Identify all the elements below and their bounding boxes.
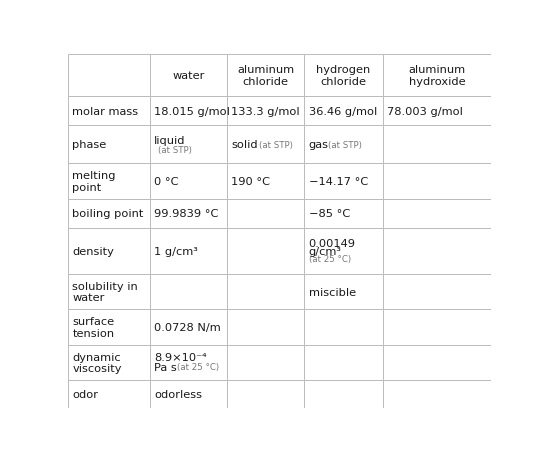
Bar <box>383 126 491 164</box>
Bar <box>68 228 150 274</box>
Bar <box>150 309 227 345</box>
Bar <box>383 164 491 199</box>
Bar <box>304 55 383 97</box>
Bar <box>68 199 150 228</box>
Bar <box>383 199 491 228</box>
Text: water: water <box>172 71 205 81</box>
Text: 18.015 g/mol: 18.015 g/mol <box>154 106 230 116</box>
Bar <box>383 97 491 126</box>
Text: 78.003 g/mol: 78.003 g/mol <box>387 106 463 116</box>
Bar <box>150 199 227 228</box>
Text: (at STP): (at STP) <box>328 140 361 149</box>
Text: dynamic
viscosity: dynamic viscosity <box>73 352 122 373</box>
Bar <box>150 380 227 409</box>
Text: density: density <box>73 246 114 256</box>
Text: 36.46 g/mol: 36.46 g/mol <box>308 106 377 116</box>
Text: aluminum
hydroxide: aluminum hydroxide <box>408 65 466 87</box>
Bar <box>68 380 150 409</box>
Bar <box>304 228 383 274</box>
Bar <box>227 199 304 228</box>
Text: liquid: liquid <box>154 135 186 145</box>
Bar <box>304 199 383 228</box>
Bar <box>150 274 227 309</box>
Bar <box>227 274 304 309</box>
Bar <box>304 126 383 164</box>
Bar <box>68 126 150 164</box>
Bar <box>68 97 150 126</box>
Text: gas: gas <box>308 140 329 150</box>
Bar <box>304 309 383 345</box>
Bar <box>304 274 383 309</box>
Bar <box>383 380 491 409</box>
Text: solubility in
water: solubility in water <box>73 281 138 302</box>
Bar <box>227 55 304 97</box>
Bar <box>227 164 304 199</box>
Text: odorless: odorless <box>154 389 202 399</box>
Text: (at 25 °C): (at 25 °C) <box>308 255 351 263</box>
Text: 133.3 g/mol: 133.3 g/mol <box>231 106 300 116</box>
Bar <box>150 345 227 380</box>
Bar <box>304 345 383 380</box>
Bar <box>227 380 304 409</box>
Bar <box>150 55 227 97</box>
Text: −14.17 °C: −14.17 °C <box>308 177 368 187</box>
Text: molar mass: molar mass <box>73 106 139 116</box>
Bar <box>383 228 491 274</box>
Text: 0 °C: 0 °C <box>154 177 179 187</box>
Bar <box>68 164 150 199</box>
Text: (at STP): (at STP) <box>259 140 293 149</box>
Text: 1 g/cm³: 1 g/cm³ <box>154 246 198 256</box>
Bar <box>383 345 491 380</box>
Text: odor: odor <box>73 389 98 399</box>
Bar <box>150 228 227 274</box>
Text: 0.0728 N/m: 0.0728 N/m <box>154 322 221 332</box>
Text: miscible: miscible <box>308 287 356 297</box>
Text: solid: solid <box>231 140 258 150</box>
Text: 99.9839 °C: 99.9839 °C <box>154 209 218 219</box>
Text: g/cm³: g/cm³ <box>308 246 342 256</box>
Text: 8.9×10⁻⁴: 8.9×10⁻⁴ <box>154 352 207 362</box>
Text: 190 °C: 190 °C <box>231 177 270 187</box>
Bar <box>227 126 304 164</box>
Bar <box>383 274 491 309</box>
Text: surface
tension: surface tension <box>73 316 115 338</box>
Bar <box>227 345 304 380</box>
Bar <box>227 228 304 274</box>
Bar <box>150 126 227 164</box>
Bar <box>304 164 383 199</box>
Text: (at 25 °C): (at 25 °C) <box>177 362 219 371</box>
Bar <box>68 274 150 309</box>
Text: −85 °C: −85 °C <box>308 209 350 219</box>
Text: hydrogen
chloride: hydrogen chloride <box>316 65 371 87</box>
Bar <box>304 380 383 409</box>
Bar <box>383 55 491 97</box>
Text: (at STP): (at STP) <box>158 146 192 155</box>
Bar <box>383 309 491 345</box>
Text: boiling point: boiling point <box>73 209 144 219</box>
Bar <box>227 309 304 345</box>
Bar <box>68 55 150 97</box>
Text: 0.00149: 0.00149 <box>308 239 355 248</box>
Bar <box>68 345 150 380</box>
Bar <box>150 97 227 126</box>
Bar <box>68 309 150 345</box>
Text: melting
point: melting point <box>73 171 116 192</box>
Text: Pa s: Pa s <box>154 362 177 372</box>
Bar <box>227 97 304 126</box>
Text: phase: phase <box>73 140 106 150</box>
Bar <box>150 164 227 199</box>
Text: aluminum
chloride: aluminum chloride <box>237 65 294 87</box>
Bar <box>304 97 383 126</box>
